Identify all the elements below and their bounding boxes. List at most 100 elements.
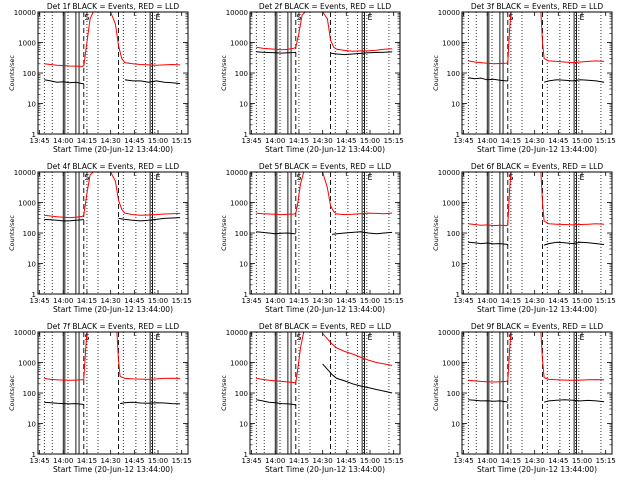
x-tick-label: 15:00 [360,457,380,465]
x-tick-label: 14:00 [265,457,285,465]
x-tick-label: 14:45 [336,457,356,465]
x-tick-label: 15:00 [572,297,592,305]
y-tick-label: 100 [23,230,36,238]
x-tick-label: 14:30 [525,137,545,145]
y-tick-label: 10 [451,261,460,269]
y-axis-title: Counts/sec [8,215,16,251]
lld-series-line [256,171,305,216]
x-tick-label: 13:45 [241,457,261,465]
x-tick-label: 13:45 [241,137,261,145]
lld-series-line [44,331,88,381]
x-tick-label: 14:45 [548,457,568,465]
x-tick-label: 13:45 [29,457,49,465]
y-tick-label: 100 [447,230,460,238]
events-series-line [322,363,393,394]
lld-series-line [322,171,393,216]
x-axis-title: Start Time (20-Jun-12 13:44:00) [477,305,597,314]
x-tick-label: 15:00 [148,137,168,145]
x-tick-label: 15:00 [148,297,168,305]
y-tick-label: 100 [23,70,36,78]
x-axis-title: Start Time (20-Jun-12 13:44:00) [265,305,385,314]
events-series-line [468,399,508,403]
y-tick-label: 10000 [226,329,248,337]
events-series-line [44,401,84,405]
lld-series-line [256,11,306,51]
end-marker-label: E [579,173,584,182]
panel-title: Det 8f BLACK = Events, RED = LLD [259,322,392,331]
events-series-line [44,218,84,222]
panel-8: Det 8f BLACK = Events, RED = LLD S E 1 10 100… [220,322,404,474]
lld-series-line [468,331,512,383]
y-tick-label: 1000 [442,200,460,208]
y-tick-label: 1 [32,131,36,139]
events-series-line [256,51,296,54]
x-tick-label: 14:15 [77,137,97,145]
x-tick-label: 14:30 [525,457,545,465]
x-tick-label: 14:15 [77,297,97,305]
y-tick-label: 100 [447,390,460,398]
x-axis-title: Start Time (20-Jun-12 13:44:00) [53,465,173,474]
panel-1: Det 1f BLACK = Events, RED = LLD S E 1 10 100… [8,2,192,154]
x-axis-title: Start Time (20-Jun-12 13:44:00) [477,145,597,154]
x-tick-label: 14:30 [313,297,333,305]
x-tick-label: 14:30 [101,297,121,305]
x-tick-label: 15:15 [172,457,192,465]
y-tick-label: 10000 [438,169,460,177]
x-tick-label: 14:15 [289,457,309,465]
y-axis-title: Counts/sec [8,55,16,91]
lld-series-line [110,171,181,216]
x-tick-label: 15:15 [596,457,616,465]
y-tick-label: 10 [27,101,36,109]
x-tick-label: 13:45 [29,137,49,145]
events-series-line [44,79,84,85]
end-marker-label: E [155,13,160,22]
plot-frame [461,11,613,135]
x-axis-title: Start Time (20-Jun-12 13:44:00) [53,305,173,314]
lld-series-line [540,331,605,381]
y-axis-title: Counts/sec [220,55,228,91]
x-tick-label: 14:45 [336,137,356,145]
end-marker-label: E [367,13,372,22]
x-tick-label: 14:45 [336,297,356,305]
x-tick-label: 14:45 [124,457,144,465]
y-tick-label: 1 [32,291,36,299]
plot-frame [37,11,189,135]
events-series-line [468,77,508,82]
end-marker-label: E [579,13,584,22]
x-tick-label: 15:00 [572,137,592,145]
x-tick-label: 15:00 [360,137,380,145]
plot-frame [37,171,189,295]
events-series-line [256,231,296,235]
y-tick-label: 1 [244,291,248,299]
x-tick-label: 13:45 [453,457,473,465]
events-series-line [118,217,181,222]
y-tick-label: 1 [244,451,248,459]
events-series-line [543,399,605,403]
end-marker-label: E [579,333,584,342]
x-tick-label: 14:00 [477,297,497,305]
x-tick-label: 14:15 [289,297,309,305]
x-tick-label: 15:15 [172,137,192,145]
start-marker-label: S [296,13,301,22]
panel-4: Det 4f BLACK = Events, RED = LLD S E 1 10 100… [8,162,192,314]
x-tick-label: 14:30 [101,457,121,465]
y-tick-label: 1000 [18,40,36,48]
lld-series-line [322,333,393,366]
x-tick-label: 15:15 [384,137,404,145]
panel-title: Det 2f BLACK = Events, RED = LLD [259,2,392,11]
y-tick-label: 100 [235,70,248,78]
events-series-line [120,401,181,405]
y-tick-label: 100 [235,390,248,398]
x-tick-label: 14:00 [265,297,285,305]
end-marker-label: E [155,333,160,342]
start-marker-label: S [296,333,301,342]
x-tick-label: 14:30 [313,457,333,465]
x-tick-label: 13:45 [453,297,473,305]
y-tick-label: 1000 [230,40,248,48]
x-tick-label: 14:15 [501,137,521,145]
